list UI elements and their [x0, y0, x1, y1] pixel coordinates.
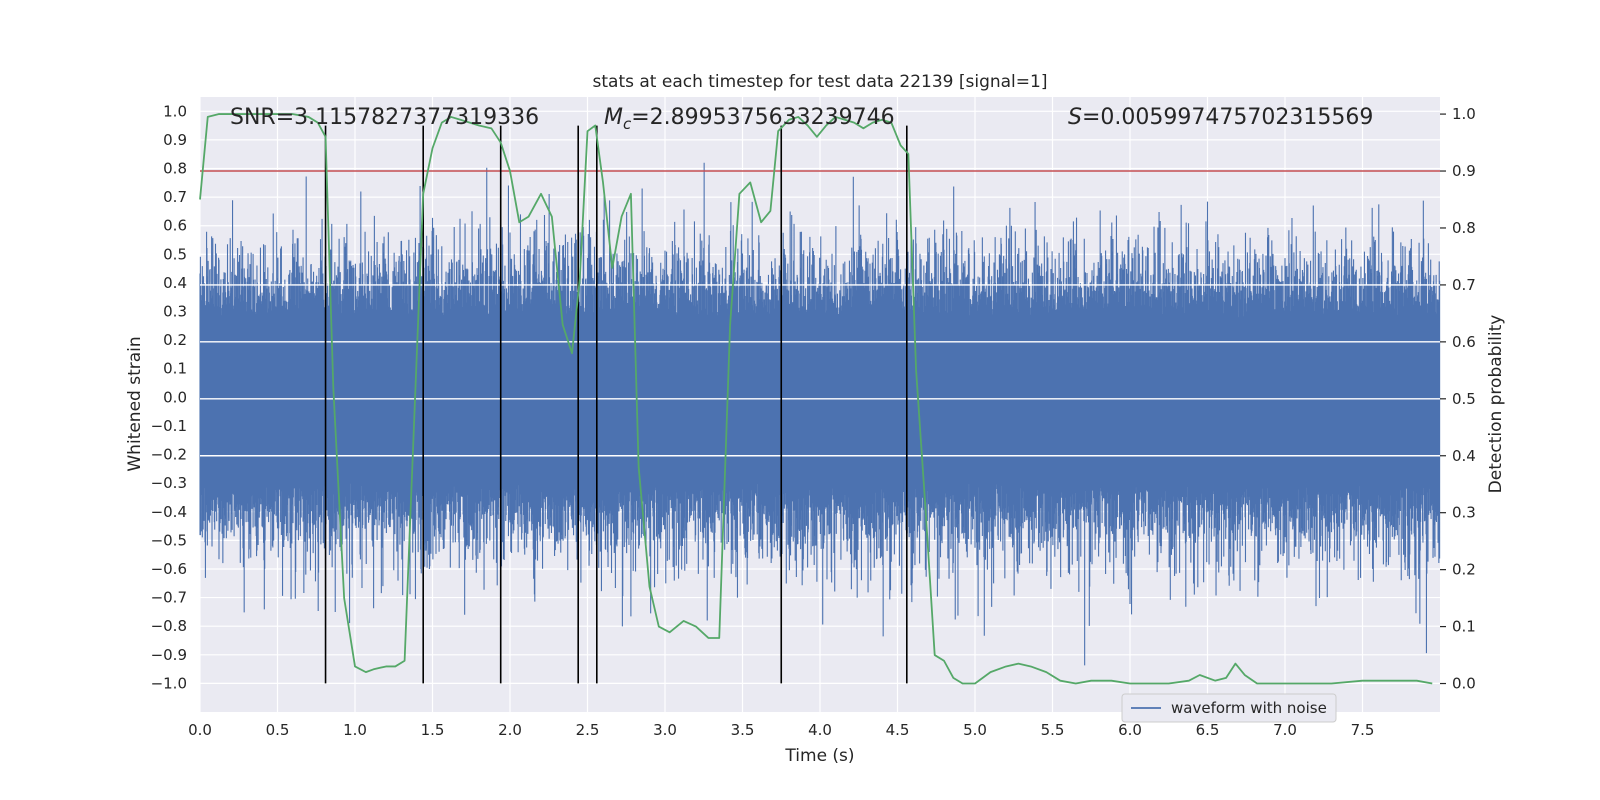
y-axis-label: Whitened strain: [125, 336, 145, 471]
x-tick-label: 5.5: [1041, 721, 1065, 739]
y-tick-label: −0.2: [151, 446, 187, 464]
y-tick-label: −0.3: [151, 474, 187, 492]
y-tick-label: 0.9: [163, 131, 187, 149]
y-tick-label: −0.4: [151, 503, 187, 521]
snr-annotation: SNR=3.1157827377319336: [230, 105, 539, 130]
y-tick-label: 0.1: [163, 360, 187, 378]
waveform-series: [199, 162, 1441, 666]
y-tick-label: −0.9: [151, 646, 187, 664]
mc-symbol: M: [604, 105, 623, 130]
y-tick-label: 0.5: [163, 245, 187, 263]
x-tick-label: 3.0: [653, 721, 677, 739]
x-tick-label: 4.0: [808, 721, 832, 739]
y2-tick-label: 0.1: [1452, 618, 1476, 636]
x-tick-label: 1.5: [421, 721, 445, 739]
y-tick-label: 0.0: [163, 388, 187, 406]
legend-label-waveform: waveform with noise: [1171, 699, 1327, 717]
detection-probability-line: [199, 113, 1433, 685]
x-tick-label: 3.5: [731, 721, 755, 739]
y2-tick-label: 1.0: [1452, 105, 1476, 123]
y2-tick-label: 0.6: [1452, 333, 1476, 351]
y-tick-label: −0.6: [151, 560, 187, 578]
x-tick-label: 2.0: [498, 721, 522, 739]
y2-tick-label: 0.7: [1452, 276, 1476, 294]
mc-subscript: c: [623, 115, 632, 133]
overlay-lines: [200, 125, 1440, 684]
y-tick-label: −0.7: [151, 589, 187, 607]
x-tick-label: 1.0: [343, 721, 367, 739]
x-tick-label: 4.5: [886, 721, 910, 739]
x-tick-label: 6.0: [1118, 721, 1142, 739]
x-axis-label: Time (s): [784, 746, 854, 766]
s-symbol: S: [1068, 105, 1082, 130]
x-tick-label: 6.5: [1196, 721, 1220, 739]
x-tick-label: 0.5: [266, 721, 290, 739]
mc-value: =2.8995375633239746: [631, 105, 894, 130]
x-tick-label: 2.5: [576, 721, 600, 739]
y-tick-label: 0.7: [163, 188, 187, 206]
s-value: =0.005997475702315569: [1082, 105, 1373, 130]
s-annotation: S=0.005997475702315569: [1068, 105, 1373, 130]
x-tick-label: 7.5: [1351, 721, 1375, 739]
waveform-line: [199, 162, 1441, 666]
y-tick-label: 0.3: [163, 303, 187, 321]
x-tick-label: 5.0: [963, 721, 987, 739]
y-tick-label: −0.8: [151, 617, 187, 635]
chart-title: stats at each timestep for test data 221…: [593, 72, 1048, 92]
y-tick-label: 0.4: [163, 274, 187, 292]
y2-tick-label: 0.8: [1452, 219, 1476, 237]
chirp-mass-annotation: Mc=2.8995375633239746: [604, 105, 895, 133]
y2-tick-label: 0.3: [1452, 504, 1476, 522]
y2-tick-label: 0.2: [1452, 561, 1476, 579]
y-tick-label: 1.0: [163, 102, 187, 120]
legend: waveform with noise: [1121, 693, 1337, 723]
y2-tick-label: 0.9: [1452, 162, 1476, 180]
x-tick-label: 7.0: [1273, 721, 1297, 739]
y2-axis-label: Detection probability: [1486, 315, 1506, 494]
y-tick-label: −0.1: [151, 417, 187, 435]
probability-series: [199, 113, 1433, 685]
y2-tick-label: 0.0: [1452, 675, 1476, 693]
y-tick-label: −1.0: [151, 674, 187, 692]
y2-tick-label: 0.5: [1452, 390, 1476, 408]
y-tick-label: −0.5: [151, 531, 187, 549]
y-tick-label: 0.8: [163, 160, 187, 178]
tick-labels: 0.0 0.5 1.0 1.5 2.0 2.5 3.0 3.5 4.0 4.5 5.0 5.5 6.0 6…: [151, 102, 1476, 739]
x-tick-label: 0.0: [188, 721, 212, 739]
y2-tick-label: 0.4: [1452, 447, 1476, 465]
y-tick-label: 0.2: [163, 331, 187, 349]
legend-box: [1121, 693, 1337, 723]
y-tick-label: 0.6: [163, 217, 187, 235]
